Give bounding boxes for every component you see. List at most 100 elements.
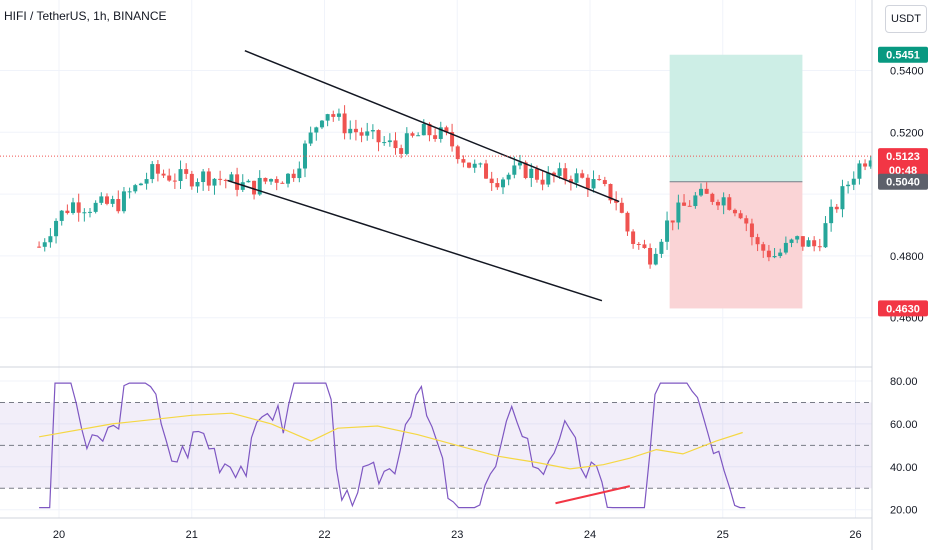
target-price-tag-text: 0.5451 xyxy=(886,50,920,62)
wedge-lower-trendline[interactable] xyxy=(227,179,603,302)
candle-up xyxy=(88,211,93,213)
target-price-tag xyxy=(878,46,928,63)
price-tick-label: 0.5200 xyxy=(890,127,924,139)
candle-down xyxy=(291,173,296,179)
candle-down xyxy=(766,250,771,258)
symbol-title[interactable]: HIFI / TetherUS, 1h, BINANCE xyxy=(4,9,167,23)
candle-up xyxy=(48,236,53,243)
candle-up xyxy=(506,174,511,180)
candle-down xyxy=(540,179,545,185)
candle-down xyxy=(455,146,460,160)
candle-down xyxy=(863,163,868,167)
candle-down xyxy=(399,148,404,154)
candle-up xyxy=(840,186,845,210)
candle-down xyxy=(37,246,42,248)
rsi-tick-label: 40.00 xyxy=(890,462,918,474)
candle-up xyxy=(257,177,262,195)
candle-down xyxy=(444,127,449,133)
candle-up xyxy=(778,252,783,257)
candle-down xyxy=(184,169,189,174)
candle-down xyxy=(715,201,720,206)
candle-up xyxy=(71,202,76,214)
candle-down xyxy=(551,172,556,176)
current-price-tag xyxy=(878,148,928,179)
candle-down xyxy=(189,173,194,187)
candle-down xyxy=(172,180,177,182)
target-zone[interactable] xyxy=(669,54,803,182)
candle-up xyxy=(144,179,149,184)
candle-up xyxy=(178,169,183,181)
candle-down xyxy=(167,175,172,181)
candle-down xyxy=(585,177,590,189)
candle-down xyxy=(484,163,489,179)
candle-down xyxy=(732,209,737,214)
candle-up xyxy=(721,197,726,206)
long-position-tool[interactable] xyxy=(669,54,803,309)
candle-up xyxy=(127,191,132,193)
candle-down xyxy=(800,236,805,247)
candle-down xyxy=(738,213,743,219)
candle-up xyxy=(93,202,98,212)
candle-up xyxy=(42,242,47,247)
candle-up xyxy=(150,164,155,180)
candle-down xyxy=(563,168,568,180)
candle-down xyxy=(523,162,528,178)
rsi-ma-line[interactable] xyxy=(38,412,743,470)
candle-down xyxy=(467,162,472,168)
trendlines[interactable] xyxy=(0,50,872,302)
candle-down xyxy=(568,179,573,183)
wedge-upper-trendline[interactable] xyxy=(244,50,620,203)
rsi-line[interactable] xyxy=(39,382,746,509)
candle-up xyxy=(512,165,517,175)
rsi-tick-label: 80.00 xyxy=(890,376,918,388)
candle-down xyxy=(608,183,613,201)
candle-down xyxy=(342,113,347,134)
candle-down xyxy=(218,178,223,180)
candle-up xyxy=(133,185,138,192)
candle-up xyxy=(557,168,562,176)
stop-zone[interactable] xyxy=(669,181,803,309)
candle-up xyxy=(591,179,596,189)
candle-down xyxy=(433,135,438,139)
candle-down xyxy=(393,140,398,149)
candle-up xyxy=(110,199,115,204)
candle-up xyxy=(269,179,274,182)
currency-button[interactable]: USDT xyxy=(885,5,927,33)
candle-down xyxy=(648,247,653,265)
candle-up xyxy=(676,202,681,223)
candle-down xyxy=(749,223,754,238)
candle-down xyxy=(710,193,715,202)
candle-up xyxy=(246,180,251,183)
candle-up xyxy=(789,239,794,243)
candle-up xyxy=(319,120,324,128)
time-tick-label: 21 xyxy=(186,529,198,541)
time-tick-label: 23 xyxy=(451,529,463,541)
candle-down xyxy=(427,123,432,136)
candle-up xyxy=(212,178,217,186)
candles xyxy=(37,105,885,269)
candle-down xyxy=(376,130,381,143)
candle-up xyxy=(365,131,370,136)
stop-price-tag-text: 0.4630 xyxy=(886,303,920,315)
candle-down xyxy=(65,210,70,214)
candle-down xyxy=(76,202,81,213)
candle-up xyxy=(868,160,873,167)
candle-up xyxy=(478,163,483,165)
candle-up xyxy=(416,135,421,137)
rsi-pane[interactable] xyxy=(0,366,932,509)
candle-up xyxy=(286,173,291,184)
candle-down xyxy=(274,179,279,183)
candle-up xyxy=(421,123,426,136)
candle-up xyxy=(138,183,143,186)
candle-down xyxy=(223,179,228,181)
candle-up xyxy=(693,195,698,207)
candle-down xyxy=(687,205,692,207)
candle-down xyxy=(161,173,166,176)
candle-down xyxy=(636,243,641,245)
candle-up xyxy=(82,212,87,214)
candle-up xyxy=(370,130,375,132)
divergence-line[interactable] xyxy=(555,485,631,505)
price-tick-label: 0.4800 xyxy=(890,251,924,263)
candle-down xyxy=(744,218,749,224)
